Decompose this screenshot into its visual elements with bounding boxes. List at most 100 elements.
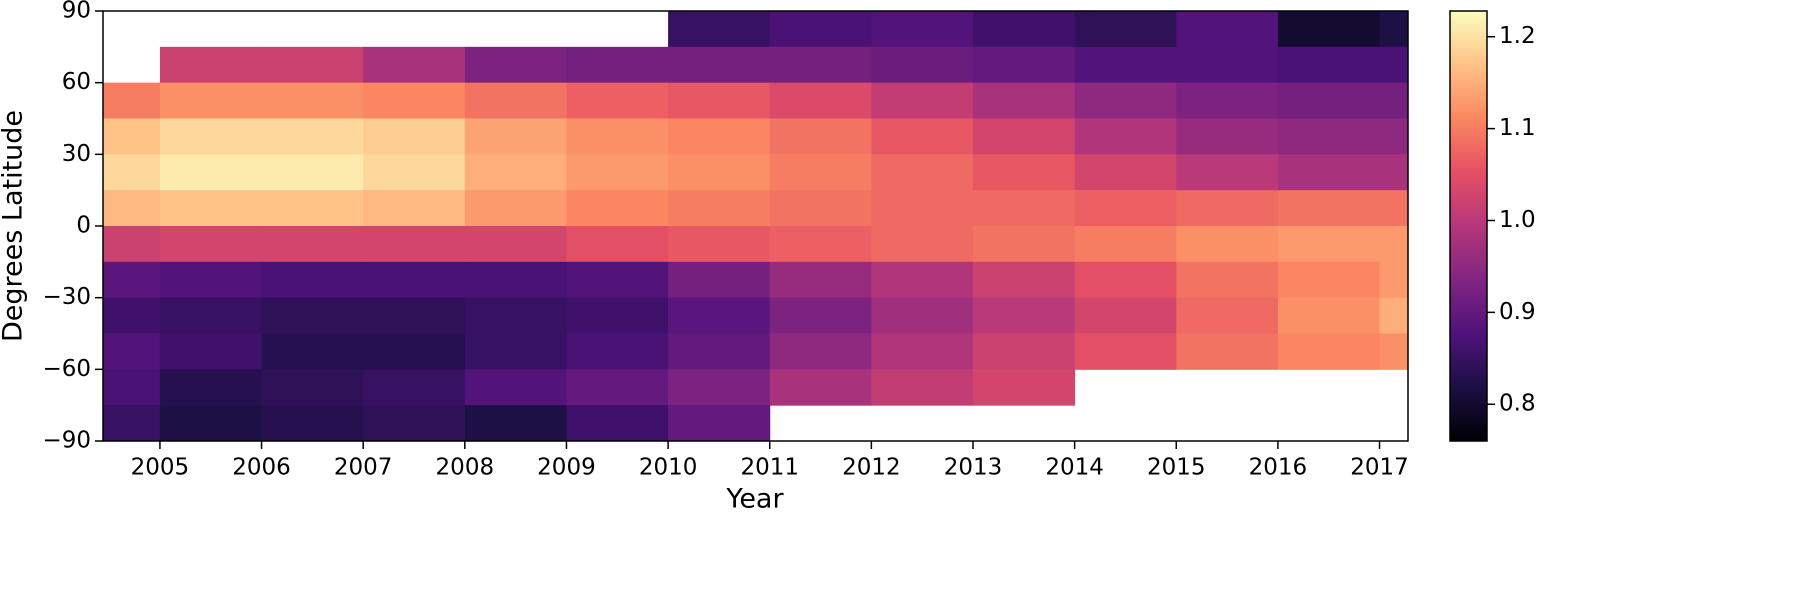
colorbar-tick-label: 1.2 xyxy=(1499,23,1536,49)
heatmap-cell xyxy=(103,82,161,119)
x-tick-label: 2007 xyxy=(334,455,393,481)
heatmap-cell xyxy=(464,154,567,191)
heatmap-cell xyxy=(668,154,771,191)
x-axis-label: Year xyxy=(725,484,784,515)
y-tick-label: −60 xyxy=(42,356,91,382)
x-tick-label: 2008 xyxy=(436,455,495,481)
heatmap-cell xyxy=(871,369,974,406)
y-tick-label: 60 xyxy=(62,69,91,95)
heatmap-cell xyxy=(103,405,161,442)
heatmap-cell xyxy=(464,226,567,263)
heatmap-cell xyxy=(769,118,872,155)
x-tick-label: 2010 xyxy=(639,455,698,481)
heatmap-cell xyxy=(363,261,466,299)
heatmap-cell xyxy=(464,369,567,406)
heatmap-cell xyxy=(668,369,771,406)
y-axis-label: Degrees Latitude xyxy=(0,110,29,342)
heatmap-cell xyxy=(566,154,669,191)
heatmap-cell xyxy=(261,369,364,406)
heatmap-cell xyxy=(871,190,974,227)
x-tick-label: 2017 xyxy=(1350,455,1409,481)
heatmap-cell xyxy=(103,190,161,227)
heatmap-cell xyxy=(1379,118,1409,155)
y-tick-label: −30 xyxy=(42,284,91,310)
heatmap-cell xyxy=(363,82,466,119)
heatmap-cell xyxy=(261,154,364,191)
heatmap-cell xyxy=(464,297,567,334)
heatmap-cell xyxy=(668,226,771,263)
heatmap-cell xyxy=(1176,154,1279,191)
heatmap-cell xyxy=(261,46,364,84)
heatmap-cell xyxy=(159,46,263,84)
heatmap-cell xyxy=(1074,190,1177,227)
heatmap-cell xyxy=(1176,261,1279,299)
x-tick-label: 2009 xyxy=(537,455,596,481)
heatmap-cell xyxy=(973,11,1076,48)
heatmap-cell xyxy=(159,154,263,191)
heatmap-cell xyxy=(973,82,1076,119)
heatmap-cell xyxy=(1379,154,1409,191)
heatmap-cell xyxy=(871,261,974,299)
y-tick-label: −90 xyxy=(42,428,91,454)
heatmap-cell xyxy=(769,46,872,84)
heatmap-cell xyxy=(973,226,1076,263)
heatmap-cell xyxy=(1277,82,1381,119)
heatmap-cell xyxy=(261,405,364,442)
heatmap-cell xyxy=(1176,46,1279,84)
heatmap-cell xyxy=(973,369,1076,406)
heatmap-cell xyxy=(668,297,771,334)
heatmap-cell xyxy=(464,261,567,299)
heatmap-cell xyxy=(1379,226,1409,263)
heatmap-cell xyxy=(871,46,974,84)
heatmap-cell xyxy=(1176,297,1279,334)
heatmap-cell xyxy=(1074,154,1177,191)
heatmap-cell xyxy=(1277,11,1381,48)
heatmap-cell xyxy=(261,118,364,155)
heatmap-cell xyxy=(1379,46,1409,84)
heatmap-cell xyxy=(261,190,364,227)
heatmap-cell xyxy=(973,297,1076,334)
heatmap-cell xyxy=(1379,190,1409,227)
heatmap-cell xyxy=(159,297,263,334)
heatmap-cell xyxy=(1176,11,1279,48)
x-tick-label: 2016 xyxy=(1249,455,1308,481)
heatmap-cell xyxy=(261,333,364,370)
heatmap-cell xyxy=(769,333,872,370)
heatmap-cell xyxy=(464,82,567,119)
x-tick-label: 2006 xyxy=(232,455,291,481)
heatmap-cell xyxy=(871,226,974,263)
colorbar xyxy=(1449,10,1488,442)
heatmap-cell xyxy=(973,118,1076,155)
heatmap-cell xyxy=(1277,333,1381,370)
heatmap-cell xyxy=(103,369,161,406)
colorbar-tick-label: 1.1 xyxy=(1499,115,1536,141)
heatmap-cell xyxy=(871,118,974,155)
heatmap-cell xyxy=(668,261,771,299)
heatmap-cell xyxy=(103,226,161,263)
heatmap-cell xyxy=(871,333,974,370)
heatmap-cell xyxy=(1379,82,1409,119)
heatmap-cell xyxy=(769,154,872,191)
heatmap-cell xyxy=(1277,46,1381,84)
heatmap-cell xyxy=(566,118,669,155)
heatmap-cell xyxy=(566,405,669,442)
heatmap-cell xyxy=(1074,82,1177,119)
heatmap-cell xyxy=(1277,261,1381,299)
heatmap-cell xyxy=(1176,190,1279,227)
heatmap-cell xyxy=(159,261,263,299)
heatmap-cell xyxy=(1074,46,1177,84)
heatmap-cell xyxy=(566,261,669,299)
x-tick-label: 2015 xyxy=(1147,455,1206,481)
heatmap-cell xyxy=(871,154,974,191)
heatmap-cell xyxy=(1277,226,1381,263)
heatmap-cell xyxy=(1176,82,1279,119)
heatmap xyxy=(103,11,1409,442)
heatmap-cell xyxy=(871,82,974,119)
heatmap-cell xyxy=(973,46,1076,84)
heatmap-cell xyxy=(1074,333,1177,370)
heatmap-cell xyxy=(566,190,669,227)
heatmap-cell xyxy=(566,333,669,370)
heatmap-cell xyxy=(159,333,263,370)
heatmap-cell xyxy=(103,297,161,334)
heatmap-cell xyxy=(1277,297,1381,334)
